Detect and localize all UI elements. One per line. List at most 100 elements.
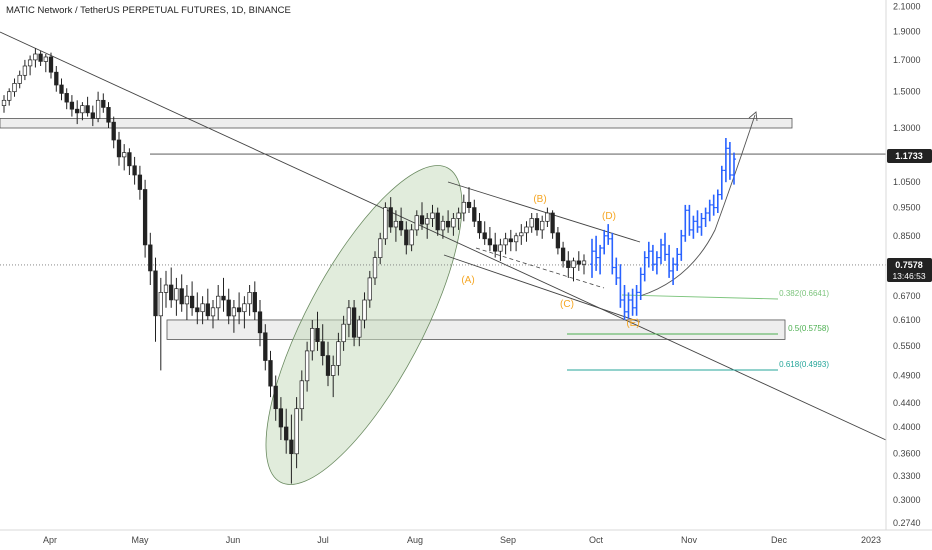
projection-bar	[642, 251, 647, 282]
candle-body	[236, 307, 242, 313]
candle-body	[566, 260, 571, 268]
projection-bar	[630, 288, 635, 316]
candle	[137, 165, 143, 200]
candle-body	[221, 295, 226, 301]
candle-body	[1, 99, 7, 106]
candles-layer	[1, 48, 587, 484]
candle	[268, 350, 273, 398]
candle-body	[299, 380, 304, 410]
candle	[461, 194, 466, 222]
candle-body	[519, 232, 524, 237]
candle-body	[503, 238, 508, 246]
candle	[294, 397, 299, 469]
candle	[409, 224, 414, 252]
candle-body	[362, 299, 367, 321]
wave-label: (D)	[602, 211, 616, 222]
projection-bar	[719, 165, 724, 200]
time-axis[interactable]: Apr May Jun Jul Aug Sep Oct Nov Dec 2023	[43, 535, 881, 545]
candle-body	[111, 121, 116, 141]
candle	[341, 315, 346, 351]
price-tick-label: 1.0500	[893, 177, 921, 187]
candle-body	[451, 218, 456, 228]
candle-body	[127, 152, 132, 167]
candle-body	[304, 350, 310, 382]
candle-body	[69, 101, 75, 110]
price-axis[interactable]: 2.1000 1.9000 1.7000 1.5000 1.3000 1.0500 0.95…	[893, 1, 921, 528]
candle	[278, 397, 284, 440]
candle-body	[414, 215, 419, 231]
candle-body	[85, 105, 90, 114]
candle	[435, 207, 440, 236]
candle	[299, 370, 304, 421]
time-tick-label: 2023	[861, 535, 881, 545]
candle	[519, 224, 524, 245]
candle	[508, 229, 513, 252]
candle-body	[440, 220, 446, 231]
candle-body	[43, 56, 48, 62]
price-tick-label: 0.3300	[893, 471, 921, 481]
candle-body	[498, 244, 503, 252]
candle-body	[189, 295, 195, 309]
projection-bar	[646, 241, 651, 268]
current-price-text: 0.7578	[895, 260, 923, 270]
fib-level-label: 0.5(0.5758)	[788, 324, 829, 333]
candle-body	[257, 311, 263, 334]
candle	[242, 296, 247, 329]
projection-bar	[703, 207, 708, 227]
candle	[534, 213, 540, 236]
projection-bar	[663, 232, 667, 261]
candle-body	[524, 226, 529, 234]
candle-body	[315, 328, 320, 342]
candle-body	[419, 215, 425, 225]
projection-bar	[667, 244, 672, 278]
wave-label: (C)	[560, 299, 574, 310]
candle-body	[33, 53, 38, 61]
candle	[498, 238, 503, 261]
candle	[132, 156, 137, 185]
price-tick-label: 1.5000	[893, 87, 921, 97]
time-tick-label: May	[131, 535, 149, 545]
candle	[419, 202, 425, 230]
candle-body	[325, 355, 331, 376]
price-tick-label: 0.4000	[893, 422, 921, 432]
projection-bar	[691, 215, 696, 239]
candle	[545, 207, 550, 227]
candle	[430, 204, 435, 227]
price-tick-label: 1.3000	[893, 123, 921, 133]
candle	[226, 288, 231, 325]
candle-body	[508, 238, 513, 243]
candle	[163, 270, 169, 308]
candle-body	[571, 260, 576, 268]
candle-body	[101, 99, 106, 108]
projection-bar	[614, 257, 619, 285]
candle	[346, 300, 352, 338]
projection-bar	[711, 194, 716, 216]
candle	[38, 51, 43, 66]
candle-body	[378, 238, 383, 258]
candle-body	[461, 201, 466, 214]
projection-bar	[650, 244, 655, 271]
candle	[493, 232, 498, 258]
candle	[289, 414, 294, 484]
candle-body	[106, 107, 111, 123]
projection-bar	[687, 204, 692, 236]
candle-body	[404, 229, 409, 246]
projection-bar	[626, 292, 631, 320]
candle	[372, 251, 378, 285]
candle-body	[367, 277, 372, 301]
labels-layer: (A) (B) (C) (D) (E) 0.382(0.6641) 0.5(0.5758) 0…	[461, 194, 829, 369]
projection-bar	[695, 210, 700, 233]
candle-body	[17, 74, 22, 84]
candle	[22, 59, 28, 81]
candle	[85, 96, 90, 117]
candle	[174, 277, 179, 316]
candle	[513, 232, 519, 252]
candle-body	[226, 299, 231, 317]
candle	[451, 213, 456, 236]
projection-bar	[602, 229, 607, 255]
candle	[566, 251, 571, 278]
candle	[388, 197, 393, 233]
time-tick-label: Dec	[771, 535, 788, 545]
price-tick-label: 0.2740	[893, 518, 921, 528]
